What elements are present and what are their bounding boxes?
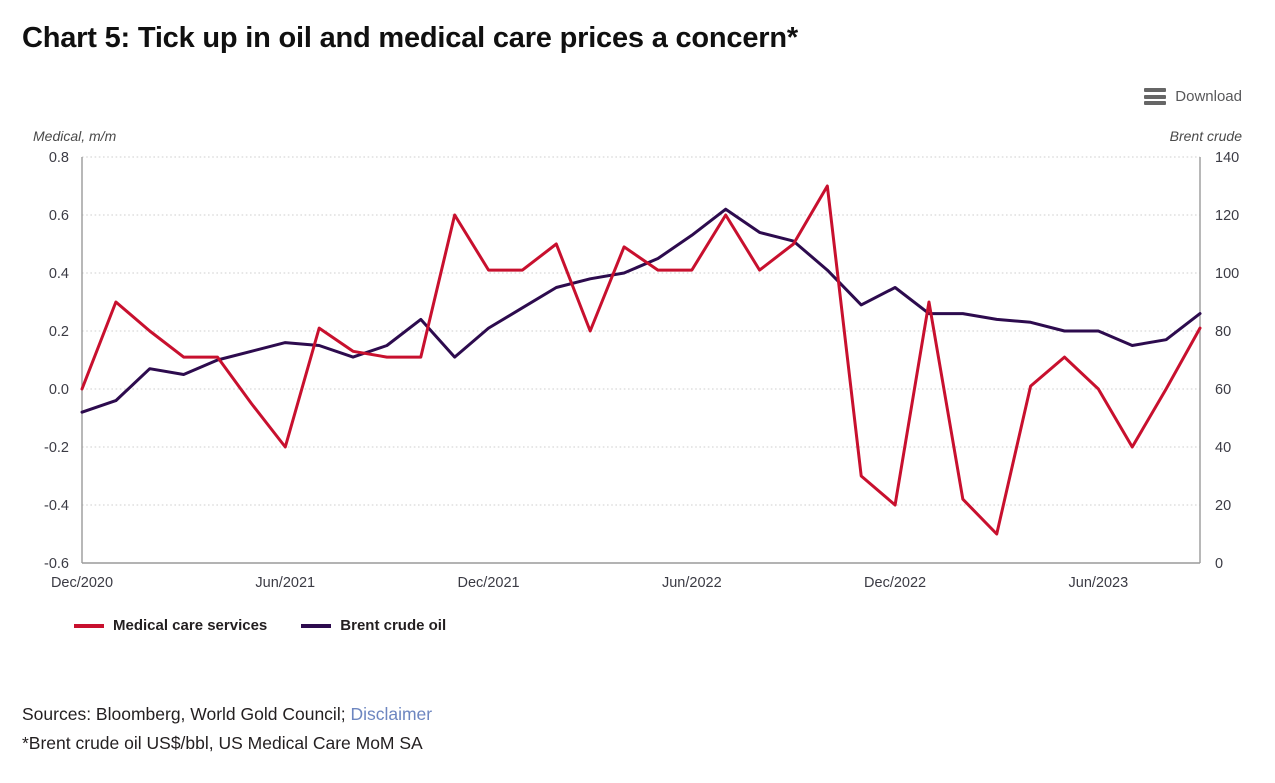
sources-text: Sources: Bloomberg, World Gold Council; — [22, 704, 351, 724]
sources-line: Sources: Bloomberg, World Gold Council; … — [22, 700, 432, 729]
y2-axis-tick-label: 40 — [1215, 440, 1231, 456]
legend-label-medical: Medical care services — [113, 617, 268, 634]
x-axis-tick-label: Dec/2020 — [51, 575, 113, 591]
series-line-brent — [80, 207, 1202, 414]
y2-axis-tick-label: 20 — [1215, 498, 1231, 514]
y-axis-tick-label: 0.4 — [49, 266, 69, 282]
y2-axis-tick-label: 140 — [1215, 150, 1239, 166]
y2-axis-tick-label: 0 — [1215, 556, 1223, 572]
y2-axis-tick-label: 100 — [1215, 266, 1239, 282]
right-axis-caption: Brent crude — [1169, 128, 1242, 144]
legend-item-brent[interactable]: Brent crude oil — [301, 617, 446, 634]
legend-item-medical[interactable]: Medical care services — [74, 617, 267, 634]
download-button[interactable]: Download — [1144, 88, 1242, 105]
y-axis-tick-label: 0.8 — [49, 150, 69, 166]
x-axis-tick-label: Jun/2021 — [255, 575, 315, 591]
x-axis-tick-label: Jun/2023 — [1069, 575, 1129, 591]
y-axis-tick-label: -0.2 — [44, 440, 69, 456]
footnote-line: *Brent crude oil US$/bbl, US Medical Car… — [22, 732, 423, 753]
y2-axis-tick-label: 60 — [1215, 382, 1231, 398]
y-axis-tick-label: 0.0 — [49, 382, 69, 398]
hamburger-icon — [1144, 88, 1167, 105]
legend-swatch-brent — [301, 623, 332, 628]
y-axis-tick-label: 0.2 — [49, 324, 69, 340]
disclaimer-link[interactable]: Disclaimer — [350, 704, 433, 724]
y2-axis-tick-label: 120 — [1215, 208, 1239, 224]
series-line-medical — [80, 184, 1202, 536]
x-axis-tick-label: Dec/2022 — [864, 575, 926, 591]
page-title: Chart 5: Tick up in oil and medical care… — [22, 22, 798, 54]
legend-label-brent: Brent crude oil — [340, 617, 447, 634]
y-axis-tick-label: -0.6 — [44, 556, 69, 572]
y-axis-tick-label: -0.4 — [44, 498, 69, 514]
left-axis-caption: Medical, m/m — [33, 128, 117, 144]
x-axis-tick-label: Jun/2022 — [662, 575, 722, 591]
legend-swatch-medical — [74, 623, 104, 628]
y2-axis-tick-label: 80 — [1215, 324, 1231, 340]
download-label: Download — [1175, 88, 1242, 105]
x-axis-tick-label: Dec/2021 — [458, 575, 520, 591]
chart-footer: Sources: Bloomberg, World Gold Council; … — [22, 700, 432, 758]
chart-legend: Medical care services Brent crude oil — [74, 617, 446, 634]
y-axis-tick-label: 0.6 — [49, 208, 69, 224]
